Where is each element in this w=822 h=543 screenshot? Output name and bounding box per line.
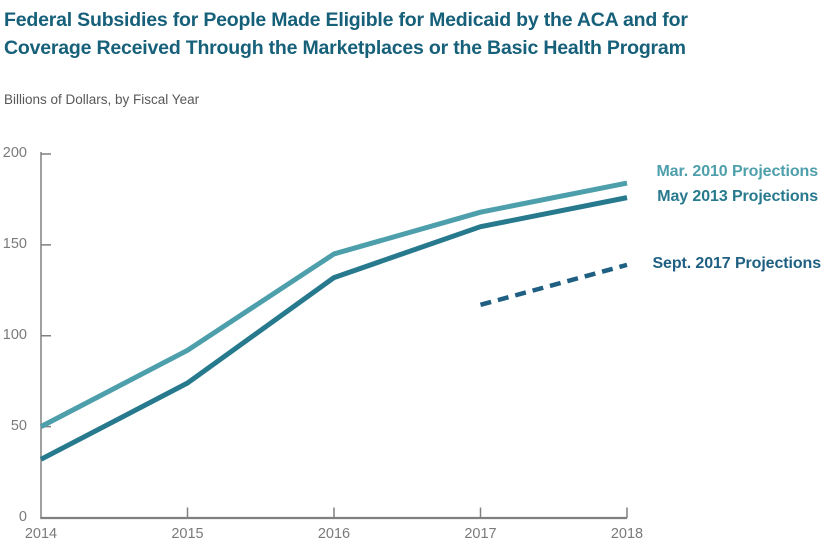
y-tick-label: 200 — [2, 145, 27, 161]
legend-may-2013-projections: May 2013 Projections — [657, 188, 818, 205]
legend-mar-2010-projections: Mar. 2010 Projections — [656, 163, 818, 180]
chart-title-line1: Federal Subsidies for People Made Eligib… — [4, 9, 688, 31]
legend-sept-2017-projections: Sept. 2017 Projections — [652, 255, 821, 272]
x-tick-label: 2016 — [317, 526, 351, 542]
y-tick-label: 100 — [2, 326, 27, 343]
chart-title-line2: Coverage Received Through the Marketplac… — [4, 37, 686, 59]
series-line-0 — [39, 180, 628, 429]
x-tick-label: 2017 — [464, 526, 497, 542]
chart-title: Federal Subsidies for People Made Eligib… — [4, 6, 814, 62]
x-tick-label: 2015 — [171, 526, 204, 542]
y-tick-label: 150 — [2, 235, 27, 252]
y-tick-label: 50 — [10, 417, 27, 434]
chart-subtitle: Billions of Dollars, by Fiscal Year — [4, 92, 200, 107]
x-tick-label: 2014 — [24, 526, 58, 542]
series-line-1 — [39, 195, 628, 462]
series-line-2 — [479, 262, 628, 308]
y-tick-label: 0 — [18, 508, 27, 525]
x-tick-label: 2018 — [610, 526, 644, 542]
